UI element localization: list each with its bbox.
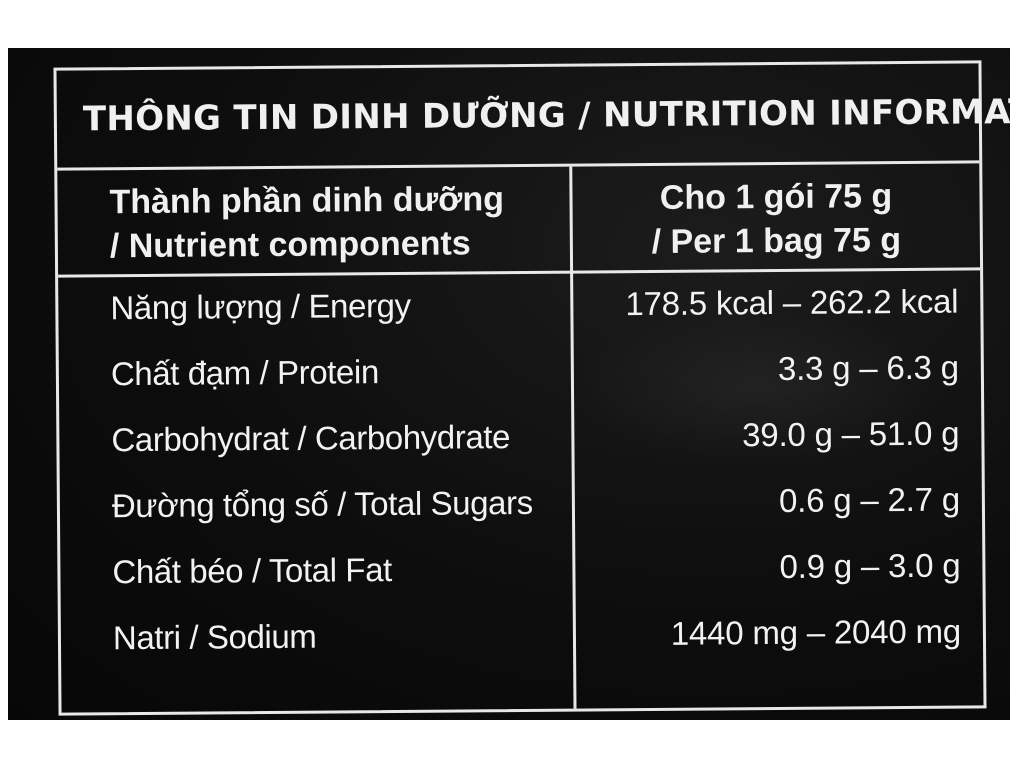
nutrient-amount: 39.0 g – 51.0 g: [742, 414, 960, 454]
nutrient-amount: 1440 mg – 2040 mg: [670, 612, 962, 652]
nutrient-amount: 3.3 g – 6.3 g: [777, 348, 959, 387]
nutrient-name: Đường tổng số / Total Sugars: [111, 483, 533, 525]
header-left-line2: / Nutrient components: [109, 224, 471, 266]
table-row: Năng lượng / Energy 178.5 kcal – 262.2 k…: [58, 270, 980, 343]
packaging-photo: THÔNG TIN DINH DƯỠNG / NUTRITION INFORMA…: [8, 48, 1010, 720]
header-right-line1: Cho 1 gói 75 g: [659, 177, 893, 217]
table-body: Năng lượng / Energy 178.5 kcal – 262.2 k…: [58, 270, 983, 673]
table-title-row: THÔNG TIN DINH DƯỠNG / NUTRITION INFORMA…: [56, 63, 1010, 171]
table-row: Chất đạm / Protein 3.3 g – 6.3 g: [59, 336, 981, 409]
nutrient-name: Năng lượng / Energy: [110, 286, 411, 327]
nutrient-name: Carbohydrat / Carbohydrate: [111, 418, 511, 459]
nutrient-amount: 0.9 g – 3.0 g: [779, 546, 961, 585]
table-title: THÔNG TIN DINH DƯỠNG / NUTRITION INFORMA…: [82, 90, 1010, 139]
nutrient-name: Chất đạm / Protein: [110, 353, 379, 393]
header-nutrient-components: Thành phần dinh dưỡng / Nutrient compone…: [109, 177, 504, 268]
nutrition-table: THÔNG TIN DINH DƯỠNG / NUTRITION INFORMA…: [53, 60, 1010, 716]
table-row: Natri / Sodium 1440 mg – 2040 mg: [61, 600, 983, 673]
table-row: Carbohydrat / Carbohydrate 39.0 g – 51.0…: [59, 402, 981, 475]
table-header-row: Thành phần dinh dưỡng / Nutrient compone…: [57, 163, 981, 278]
header-right-line2: / Per 1 bag 75 g: [651, 221, 902, 261]
table-row: Chất béo / Total Fat 0.9 g – 3.0 g: [60, 534, 982, 607]
nutrient-name: Natri / Sodium: [112, 617, 317, 657]
header-per-bag: Cho 1 gói 75 g / Per 1 bag 75 g: [572, 173, 980, 264]
nutrient-amount: 0.6 g – 2.7 g: [778, 480, 961, 519]
table-row: Đường tổng số / Total Sugars 0.6 g – 2.7…: [60, 468, 982, 541]
nutrient-name: Chất béo / Total Fat: [112, 551, 392, 591]
nutrient-amount: 178.5 kcal – 262.2 kcal: [625, 282, 959, 323]
header-left-line1: Thành phần dinh dưỡng: [109, 180, 505, 222]
